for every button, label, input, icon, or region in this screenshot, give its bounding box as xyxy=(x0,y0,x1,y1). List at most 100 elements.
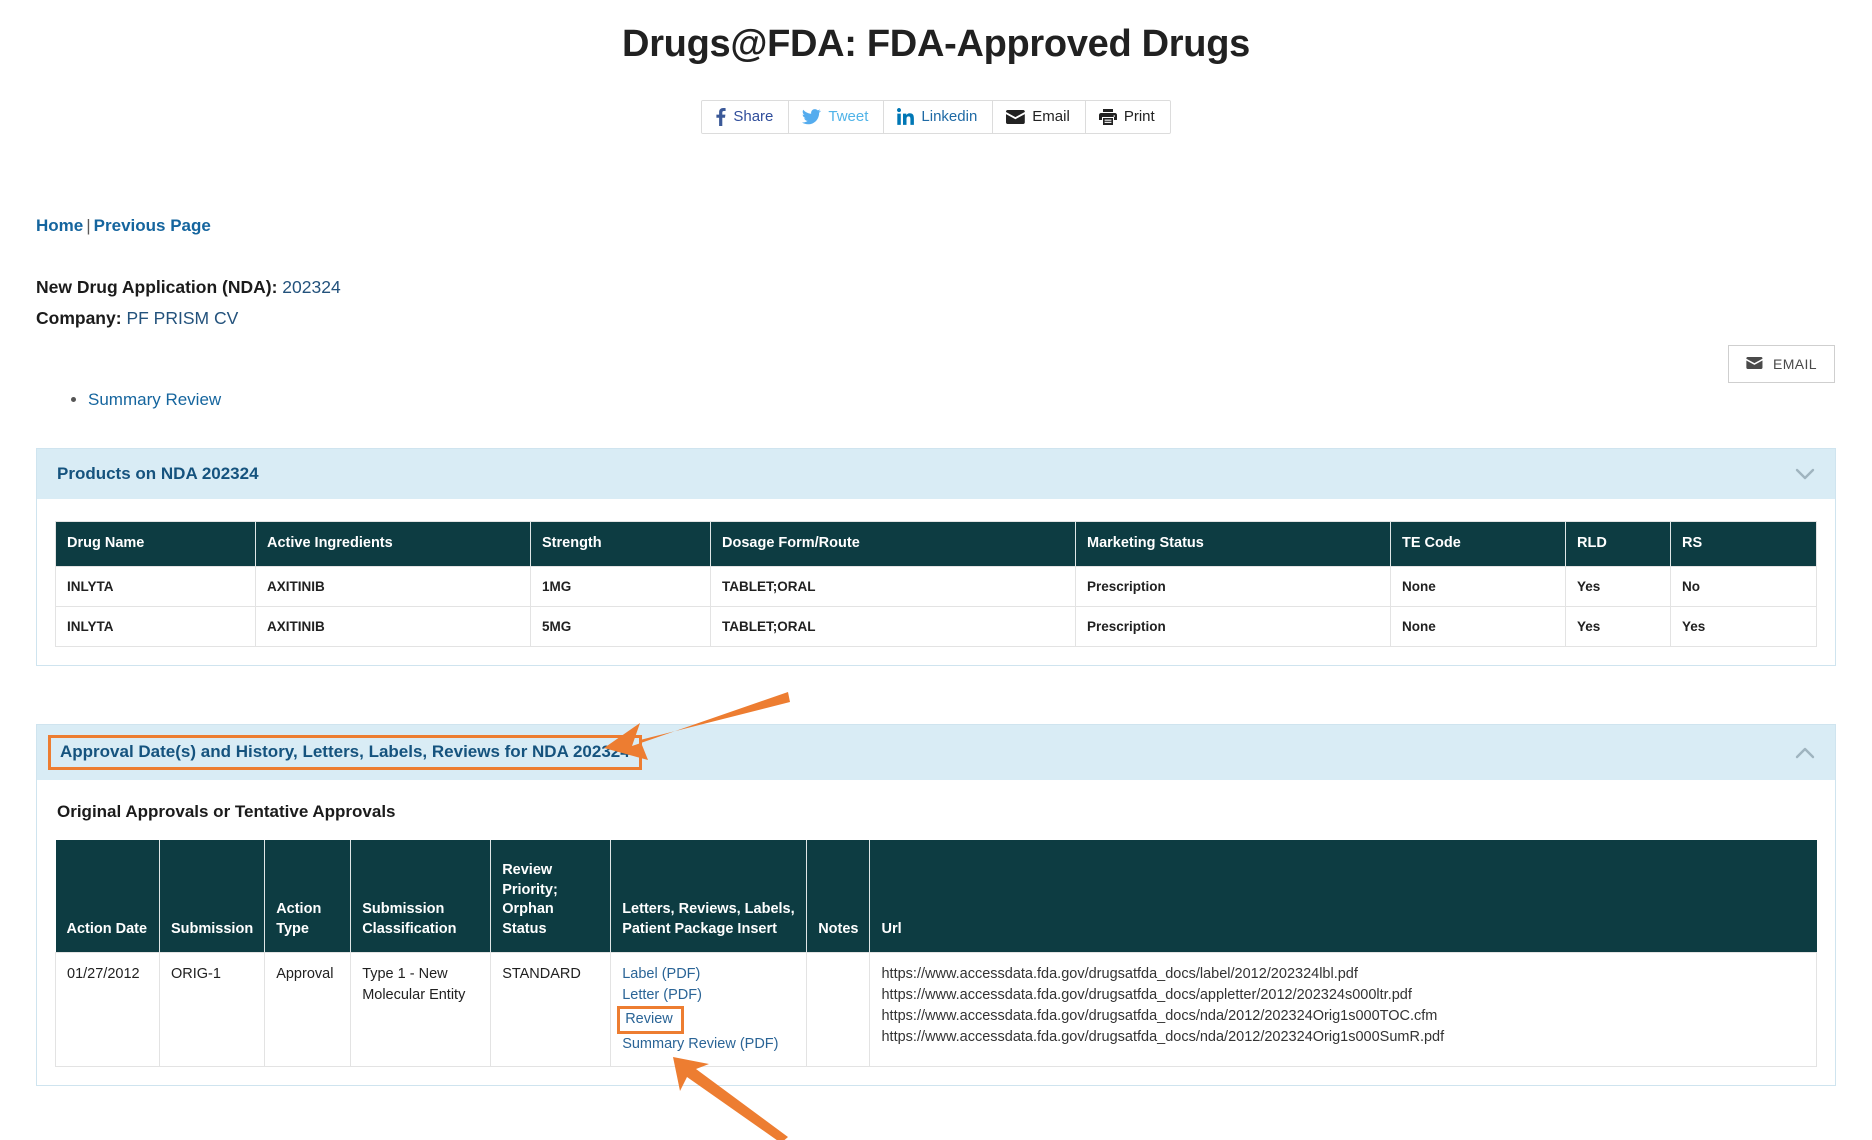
nda-company-row: Company: PF PRISM CV xyxy=(36,303,341,334)
column-header-url: Url xyxy=(869,840,1817,952)
table-header-row: Action Date Submission Action Type Submi… xyxy=(55,840,1817,952)
column-header-rs: RS xyxy=(1670,521,1817,567)
approvals-panel: Approval Date(s) and History, Letters, L… xyxy=(36,724,1836,1086)
summary-review-list: Summary Review xyxy=(36,390,221,410)
cell-notes xyxy=(806,951,871,1067)
cell-marketing-status: Prescription xyxy=(1075,565,1391,607)
column-header-dosage-form-route: Dosage Form/Route xyxy=(710,521,1076,567)
approvals-table-head: Action Date Submission Action Type Submi… xyxy=(55,840,1817,952)
cell-action-type: Approval xyxy=(264,951,352,1067)
summary-review-pdf-link[interactable]: Summary Review (PDF) xyxy=(622,1035,779,1052)
column-header-action-type: Action Type xyxy=(264,840,352,952)
cell-marketing-status: Prescription xyxy=(1075,605,1391,647)
approvals-panel-body: Original Approvals or Tentative Approval… xyxy=(37,780,1835,1085)
table-row: INLYTA AXITINIB 5MG TABLET;ORAL Prescrip… xyxy=(55,605,1817,647)
cell-drug-name: INLYTA xyxy=(55,565,256,607)
review-link-highlight-box: Review xyxy=(617,1005,684,1034)
nda-company-label: Company: xyxy=(36,308,122,328)
url-review-toc: https://www.accessdata.fda.gov/drugsatfd… xyxy=(881,1007,1438,1024)
nda-application-row: New Drug Application (NDA): 202324 xyxy=(36,272,341,303)
cell-active-ingredients: AXITINIB xyxy=(255,605,531,647)
column-header-rld: RLD xyxy=(1565,521,1671,567)
column-header-submission-classification: Submission Classification xyxy=(350,840,492,952)
cell-review-priority: STANDARD xyxy=(490,951,612,1067)
products-panel-header[interactable]: Products on NDA 202324 xyxy=(37,449,1835,499)
column-header-marketing-status: Marketing Status xyxy=(1075,521,1391,567)
share-print-button[interactable]: Print xyxy=(1085,100,1170,133)
approvals-table: Action Date Submission Action Type Submi… xyxy=(55,840,1817,1067)
cell-te-code: None xyxy=(1390,565,1566,607)
products-table-body: INLYTA AXITINIB 1MG TABLET;ORAL Prescrip… xyxy=(55,565,1817,647)
cell-active-ingredients: AXITINIB xyxy=(255,565,531,607)
chevron-down-icon[interactable] xyxy=(1795,468,1815,480)
url-summary-review-pdf: https://www.accessdata.fda.gov/drugsatfd… xyxy=(881,1028,1445,1045)
email-page-button[interactable]: EMAIL xyxy=(1727,345,1835,383)
facebook-icon xyxy=(715,107,726,126)
url-label-pdf: https://www.accessdata.fda.gov/drugsatfd… xyxy=(881,965,1358,982)
cell-strength: 5MG xyxy=(530,605,711,647)
cell-rs: Yes xyxy=(1670,605,1817,647)
share-twitter-label: Tweet xyxy=(828,108,869,126)
envelope-icon xyxy=(1006,109,1026,124)
table-row: INLYTA AXITINIB 1MG TABLET;ORAL Prescrip… xyxy=(55,565,1817,607)
share-linkedin-button[interactable]: Linkedin xyxy=(884,100,994,133)
chevron-up-icon[interactable] xyxy=(1795,747,1815,759)
table-row: 01/27/2012 ORIG-1 Approval Type 1 - New … xyxy=(55,951,1817,1067)
share-facebook-button[interactable]: Share xyxy=(702,100,790,133)
column-header-submission: Submission xyxy=(159,840,266,952)
breadcrumb-previous-page-link[interactable]: Previous Page xyxy=(93,216,211,235)
review-link[interactable]: Review xyxy=(625,1010,673,1027)
share-email-label: Email xyxy=(1032,108,1070,126)
column-header-notes: Notes xyxy=(806,840,871,952)
breadcrumb-separator: | xyxy=(86,216,91,235)
envelope-icon xyxy=(1746,356,1763,372)
cell-action-date: 01/27/2012 xyxy=(55,951,160,1067)
approvals-panel-title: Approval Date(s) and History, Letters, L… xyxy=(60,742,630,761)
table-header-row: Drug Name Active Ingredients Strength Do… xyxy=(55,521,1817,567)
breadcrumb-home-link[interactable]: Home xyxy=(36,216,84,235)
column-header-review-priority: Review Priority; Orphan Status xyxy=(490,840,612,952)
cell-dosage-form-route: TABLET;ORAL xyxy=(710,605,1076,647)
column-header-action-date: Action Date xyxy=(55,840,160,952)
summary-review-link[interactable]: Summary Review xyxy=(88,390,222,409)
cell-submission-classification: Type 1 - New Molecular Entity xyxy=(350,951,492,1067)
products-panel: Products on NDA 202324 Drug Name Active … xyxy=(36,448,1836,666)
share-print-label: Print xyxy=(1123,108,1155,126)
nda-info-block: New Drug Application (NDA): 202324 Compa… xyxy=(36,272,341,334)
share-twitter-button[interactable]: Tweet xyxy=(789,100,885,133)
nda-application-value: 202324 xyxy=(282,277,341,297)
share-button-group: Share Tweet Linkedin Email xyxy=(701,99,1171,134)
url-letter-pdf: https://www.accessdata.fda.gov/drugsatfd… xyxy=(881,986,1412,1003)
printer-icon xyxy=(1098,108,1117,125)
cell-drug-name: INLYTA xyxy=(55,605,256,647)
cell-rld: Yes xyxy=(1565,565,1671,607)
cell-strength: 1MG xyxy=(530,565,711,607)
list-item: Summary Review xyxy=(88,390,221,410)
social-share-bar: Share Tweet Linkedin Email xyxy=(0,99,1872,134)
breadcrumb: Home | Previous Page xyxy=(36,216,211,236)
approvals-panel-header[interactable]: Approval Date(s) and History, Letters, L… xyxy=(37,725,1835,780)
cell-urls: https://www.accessdata.fda.gov/drugsatfd… xyxy=(869,951,1817,1067)
products-panel-body: Drug Name Active Ingredients Strength Do… xyxy=(37,499,1835,665)
linkedin-icon xyxy=(897,108,915,125)
products-table-head: Drug Name Active Ingredients Strength Do… xyxy=(55,521,1817,567)
cell-submission: ORIG-1 xyxy=(158,951,266,1067)
share-linkedin-label: Linkedin xyxy=(921,108,978,126)
cell-rld: Yes xyxy=(1565,605,1671,647)
approvals-table-body: 01/27/2012 ORIG-1 Approval Type 1 - New … xyxy=(55,951,1817,1067)
cell-rs: No xyxy=(1670,565,1817,607)
twitter-icon xyxy=(802,108,822,125)
approvals-title-highlight-box: Approval Date(s) and History, Letters, L… xyxy=(48,735,642,770)
letter-pdf-link[interactable]: Letter (PDF) xyxy=(622,986,702,1003)
products-table: Drug Name Active Ingredients Strength Do… xyxy=(55,521,1817,647)
share-email-button[interactable]: Email xyxy=(993,100,1086,133)
cell-documents: Label (PDF) Letter (PDF) Review Summary … xyxy=(610,951,808,1067)
page-title: Drugs@FDA: FDA-Approved Drugs xyxy=(622,23,1250,65)
column-header-te-code: TE Code xyxy=(1390,521,1566,567)
original-approvals-subtitle: Original Approvals or Tentative Approval… xyxy=(57,802,396,821)
products-panel-title: Products on NDA 202324 xyxy=(57,464,259,483)
label-pdf-link[interactable]: Label (PDF) xyxy=(622,965,701,982)
nda-application-label: New Drug Application (NDA): xyxy=(36,277,278,297)
cell-te-code: None xyxy=(1390,605,1566,647)
